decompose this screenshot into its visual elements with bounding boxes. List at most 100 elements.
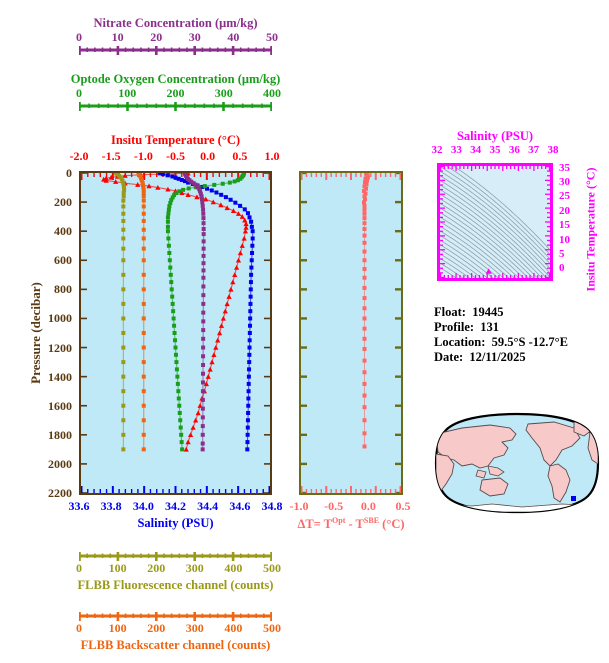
ts-temperature-tick-labels: 0 5 10 15 20 25 30 35 [556,161,576,281]
tick-label: 32 [431,144,443,156]
oxygen-tick-labels: 0 100 200 300 400 [76,86,281,100]
tick-label: 1.0 [264,149,280,163]
metadata-date-row: Date: 12/11/2025 [434,350,568,365]
temperature-tick-labels: -2.0 -1.5 -1.0 -0.5 0.0 0.5 1.0 [70,149,280,163]
series-flbb-fluorescence-channel--counts- [113,173,127,452]
series-nitrate-concentration---m-kg- [182,173,206,452]
fluorescence-tick-labels: 0 100 200 300 400 500 [76,561,281,575]
pressure-tick-label: 600 [54,253,72,268]
ts-diagram[interactable] [437,163,553,281]
pressure-tick-label: 1200 [48,340,72,355]
tick-label: 34.6 [229,499,251,513]
backscatter-axis-line [79,612,272,621]
tick-label: 400 [224,561,243,575]
tick-label: 0 [76,30,82,44]
tick-label: 34.4 [197,499,219,513]
ts-temperature-tick-label: 35 [559,161,570,174]
ts-temperature-tick-label: 20 [559,204,570,217]
tick-label: 40 [227,30,240,44]
metadata-float-value: 19445 [472,305,504,319]
tick-label: 0.5 [232,149,248,163]
metadata-location-row: Location: 59.5°S -12.7°E [434,335,568,350]
tick-label: 200 [147,561,166,575]
metadata-location-label: Location: [434,335,486,349]
tick-label: 0.0 [200,149,216,163]
tick-label: 0.5 [395,499,411,513]
tick-label: -1.0 [133,149,153,163]
oxygen-axis-line [79,102,272,111]
metadata-date-label: Date: [434,350,464,364]
series-optode-oxygen-concentration---m-kg- [165,173,247,452]
metadata-profile-label: Profile: [434,320,475,334]
salinity-tick-labels: 33.6 33.8 34.0 34.2 34.4 34.6 34.8 [69,499,283,513]
pressure-tick-label: 800 [54,282,72,297]
oxygen-axis: Optode Oxygen Concentration (μm/kg) 0 100… [71,72,281,112]
delta-t-title-lead: ΔT= T [297,517,333,532]
fluorescence-axis-title: FLBB Fluorescence channel (counts) [77,578,274,592]
pressure-tick-label: 1400 [48,369,72,384]
pressure-tick-labels: 0 200 400 600 800 1000 1200 1400 1600 1800 2000 220… [28,166,74,500]
pressure-tick-label: 1000 [48,311,72,326]
ts-temperature-axis-title-rot: Insitu Temperature (°C) [583,167,598,292]
metadata-float-row: Float: 19445 [434,305,568,320]
profile-curves [81,173,270,493]
tick-label: -0.5 [324,499,344,513]
tick-label: 30 [188,30,201,44]
float-location-marker [571,496,576,501]
backscatter-axis-title: FLBB Backscatter channel (counts) [80,638,271,652]
delta-t-tick-labels: -1.0 -0.5 0.0 0.5 [290,499,411,513]
fluorescence-axis-line [79,552,272,561]
tick-label: 300 [214,86,233,100]
tick-label: 200 [147,621,166,635]
tick-label: 36 [508,144,520,156]
nitrate-axis: Nitrate Concentration (μm/kg) 0 10 20 30 40 5… [76,16,278,56]
tick-label: 34.0 [132,499,154,513]
metadata-profile-row: Profile: 131 [434,320,568,335]
tick-label: 33 [450,144,462,156]
tick-label: 34 [470,144,482,156]
ts-temperature-tick-label: 15 [559,219,570,232]
tick-label: 34.2 [165,499,186,513]
tick-label: 100 [108,621,127,635]
tick-label: 0.0 [360,499,376,513]
ts-data-point [485,268,492,274]
series-flbb-backscatter-channel--counts- [136,173,146,452]
fluorescence-axis: 0 100 200 300 400 500 FLBB Fluorescence chann… [76,552,281,596]
tick-label: 200 [166,86,185,100]
tick-label: 34.8 [261,499,283,513]
pressure-tick-label: 1600 [48,398,72,413]
tick-label: -1.0 [289,499,309,513]
nitrate-axis-title: Nitrate Concentration (μm/kg) [93,16,258,30]
map-landmasses [436,421,598,512]
delta-t-axis-title: ΔT= TOpt - TSBE (°C) [279,516,423,532]
tick-label: 37 [528,144,540,156]
temperature-axis-title: Insitu Temperature (°C) [110,133,241,147]
metadata-profile-value: 131 [480,320,500,334]
tick-label: 500 [263,561,281,575]
backscatter-tick-labels: 0 100 200 300 400 500 [76,621,281,635]
pressure-tick-label: 400 [54,224,72,239]
ts-salinity-tick-labels: 32 33 34 35 36 37 38 [432,144,559,158]
tick-label: 38 [547,144,559,156]
tick-label: 50 [266,30,278,44]
tick-label: 400 [263,86,281,100]
tick-label: 10 [111,30,124,44]
delta-t-title-mid: - T [345,517,364,532]
ts-temperature-tick-label: 0 [559,262,565,275]
tick-label: 0 [76,86,82,100]
nitrate-axis-line [79,46,272,55]
ts-temperature-tick-label: 25 [559,190,570,203]
delta-t-plot[interactable] [299,171,403,495]
tick-label: 0 [76,621,82,635]
tick-label: 400 [224,621,243,635]
ts-isopycnals [440,166,550,278]
tick-label: 500 [263,621,281,635]
backscatter-axis: 0 100 200 300 400 500 FLBB Backscatter channe… [76,612,281,656]
tick-label: -1.5 [101,149,121,163]
pressure-tick-label: 0 [66,166,72,180]
pressure-tick-label: 2200 [48,486,72,500]
world-map[interactable] [432,408,602,518]
main-profile-plot[interactable] [79,171,272,495]
pressure-tick-label: 2000 [48,456,72,471]
delta-t-title-tail: (°C) [379,517,405,532]
